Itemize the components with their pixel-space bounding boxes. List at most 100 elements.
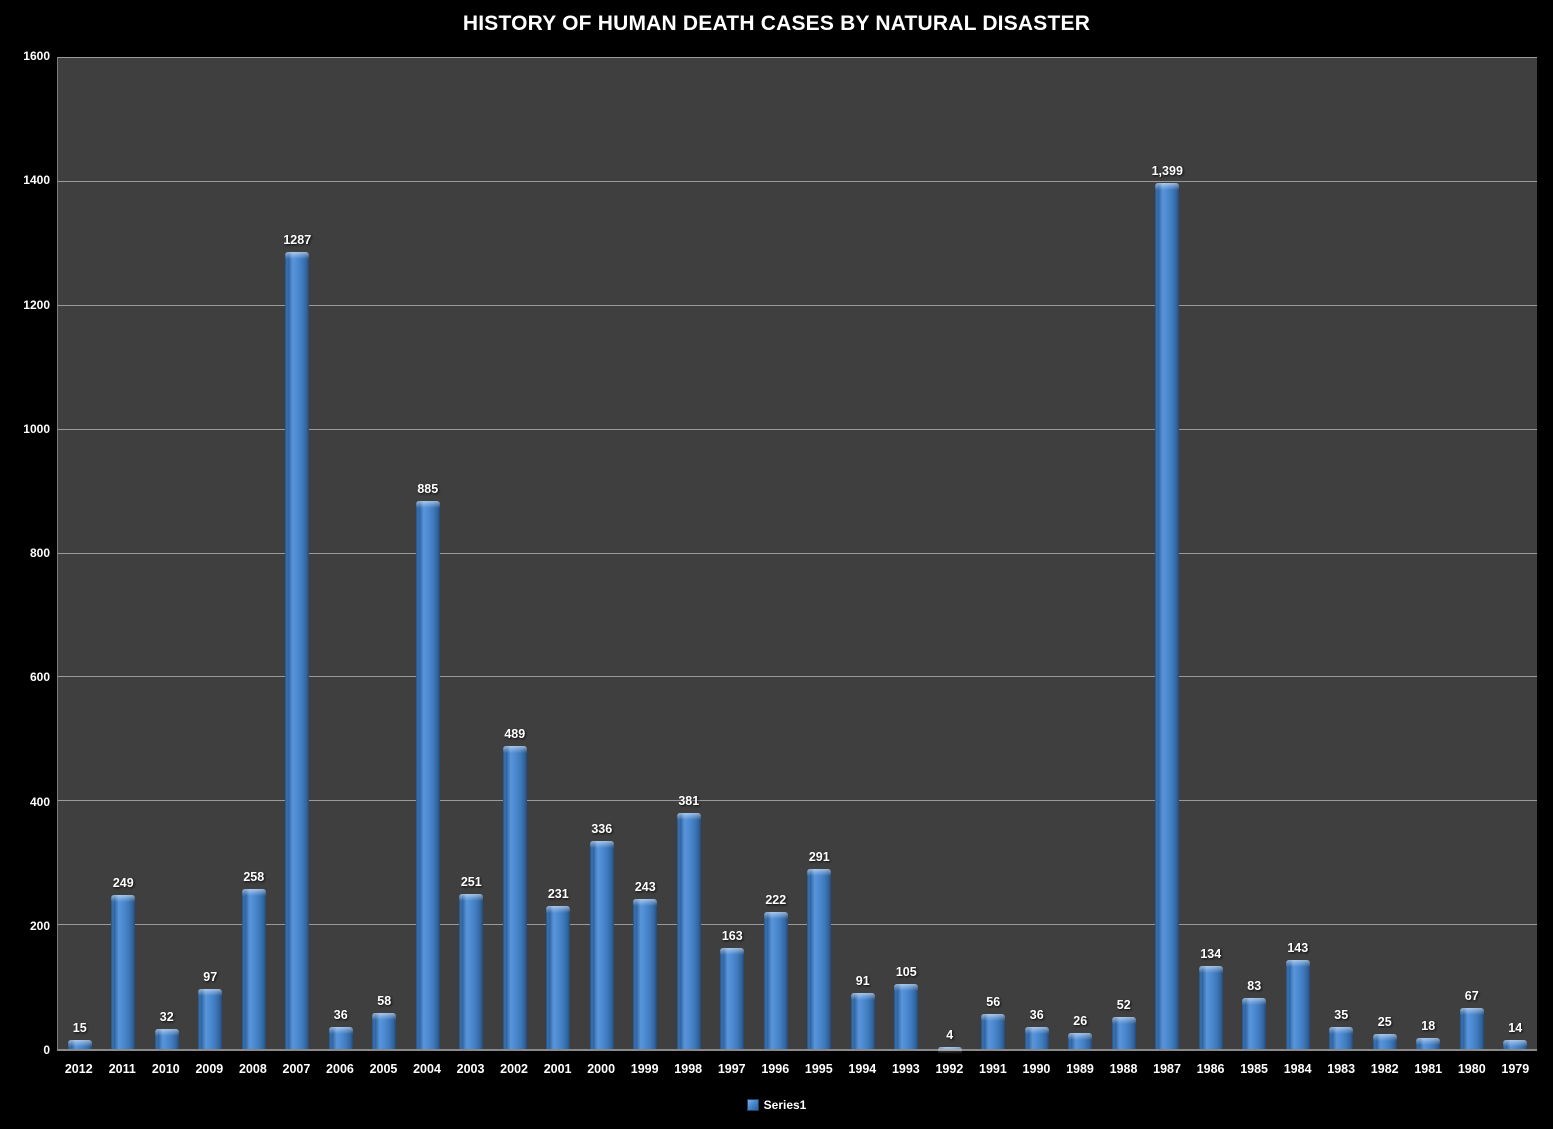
chart-title: HISTORY OF HUMAN DEATH CASES BY NATURAL … [462,12,1091,35]
bar-cell: 4 [928,58,972,1056]
bar-1984[interactable] [1285,960,1310,1049]
bar-2012[interactable] [67,1039,92,1049]
bar-value-label: 1,399 [1151,163,1183,178]
bar-value-label: 67 [1464,988,1479,1003]
x-tick-label-2009: 2009 [195,1062,224,1076]
bar-cell: 15 [58,58,102,1049]
bar-value-label: 91 [855,973,870,988]
bar-value-label: 56 [986,995,1001,1010]
x-tick-label-2008: 2008 [238,1062,267,1076]
bar-2009[interactable] [198,988,223,1049]
bar-value-label: 18 [1421,1018,1436,1033]
y-tick-label: 800 [29,546,50,560]
y-tick-label: 1600 [23,49,50,63]
bar-cell: 1,399 [1146,58,1190,1049]
x-tick-label-2012: 2012 [64,1062,93,1076]
bar-2008[interactable] [241,889,266,1049]
bar-value-label: 163 [721,929,743,944]
bar-value-label: 105 [895,964,917,979]
bar-value-label: 381 [678,794,700,809]
bar-cell: 58 [363,58,407,1049]
bar-1997[interactable] [720,948,745,1049]
bar-cell: 251 [450,58,494,1049]
bar-cell: 83 [1233,58,1277,1049]
bar-1986[interactable] [1198,966,1223,1049]
bar-1996[interactable] [763,911,788,1049]
x-tick-label-1986: 1986 [1196,1062,1225,1076]
bar-1980[interactable] [1459,1007,1484,1049]
bar-1991[interactable] [981,1014,1006,1049]
x-tick-label-1988: 1988 [1109,1062,1138,1076]
x-tick-label-1994: 1994 [848,1062,877,1076]
bar-value-label: 258 [243,870,265,885]
x-tick-label-2006: 2006 [326,1062,354,1076]
bar-1990[interactable] [1024,1026,1049,1049]
bar-1987[interactable] [1155,182,1180,1049]
bar-cell: 336 [580,58,624,1049]
bar-2004[interactable] [415,500,440,1049]
x-tick-label-1990: 1990 [1022,1062,1051,1076]
bar-value-label: 36 [1029,1007,1044,1022]
bar-cell: 52 [1102,58,1146,1049]
bar-cell: 18 [1407,58,1451,1049]
bar-2011[interactable] [111,894,136,1049]
bar-value-label: 36 [333,1007,348,1022]
bar-cell: 36 [1015,58,1059,1049]
bar-value-label: 336 [591,821,613,836]
bar-1998[interactable] [676,813,701,1049]
y-tick-label: 1400 [23,173,50,188]
bar-2005[interactable] [372,1013,397,1049]
bar-value-label: 249 [112,875,134,890]
bar-value-label: 885 [417,481,439,496]
bar-1995[interactable] [807,868,832,1049]
bar-cell: 143 [1276,58,1320,1049]
x-tick-label-1983: 1983 [1327,1062,1356,1076]
bar-2006[interactable] [328,1026,353,1049]
bar-1994[interactable] [850,992,875,1049]
bar-cell: 26 [1059,58,1103,1049]
bar-1982[interactable] [1372,1033,1397,1049]
x-tick-label-2004: 2004 [413,1062,441,1076]
bar-cell: 56 [972,58,1016,1049]
bar-1999[interactable] [633,898,658,1049]
x-tick-label-1979: 1979 [1501,1062,1530,1076]
x-tick-label-1995: 1995 [804,1062,833,1076]
bar-cell: 134 [1189,58,1233,1049]
bar-cell: 258 [232,58,276,1049]
bar-value-label: 4 [946,1027,954,1042]
bar-cell: 25 [1363,58,1407,1049]
bar-1992[interactable] [937,1046,962,1056]
x-tick-label-1996: 1996 [761,1062,790,1076]
legend[interactable]: Series1 [0,1098,1553,1112]
bar-value-label: 134 [1200,947,1222,962]
bar-1979[interactable] [1503,1040,1528,1049]
bar-cell: 91 [841,58,885,1049]
x-tick-label-2002: 2002 [500,1062,528,1076]
bar-value-label: 32 [159,1010,174,1025]
bar-2002[interactable] [502,746,527,1049]
bar-2001[interactable] [546,905,571,1049]
bar-value-label: 58 [377,994,392,1009]
bar-1985[interactable] [1242,997,1267,1049]
bar-1988[interactable] [1111,1016,1136,1049]
bar-2000[interactable] [589,840,614,1049]
bar-value-label: 26 [1073,1013,1088,1028]
bar-cell: 163 [711,58,755,1049]
bar-1989[interactable] [1068,1032,1093,1049]
bar-2007[interactable] [285,251,310,1049]
bar-2003[interactable] [459,893,484,1049]
y-tick-label: 0 [43,1043,50,1057]
bar-cell: 97 [189,58,233,1049]
x-tick-label-1984: 1984 [1283,1062,1312,1076]
bar-1983[interactable] [1329,1027,1354,1049]
y-tick-label: 1200 [23,297,50,312]
bar-1993[interactable] [894,983,919,1049]
bar-1981[interactable] [1416,1037,1441,1049]
bar-2010[interactable] [154,1029,179,1049]
bar-cell: 105 [885,58,929,1049]
x-tick-label-1993: 1993 [891,1062,920,1076]
bar-value-label: 251 [460,874,482,889]
x-axis-labels: 2012 2011 2010 2009 2008 2007 2006 2005 2004 2003… [57,1062,1537,1076]
bar-cell: 291 [798,58,842,1049]
